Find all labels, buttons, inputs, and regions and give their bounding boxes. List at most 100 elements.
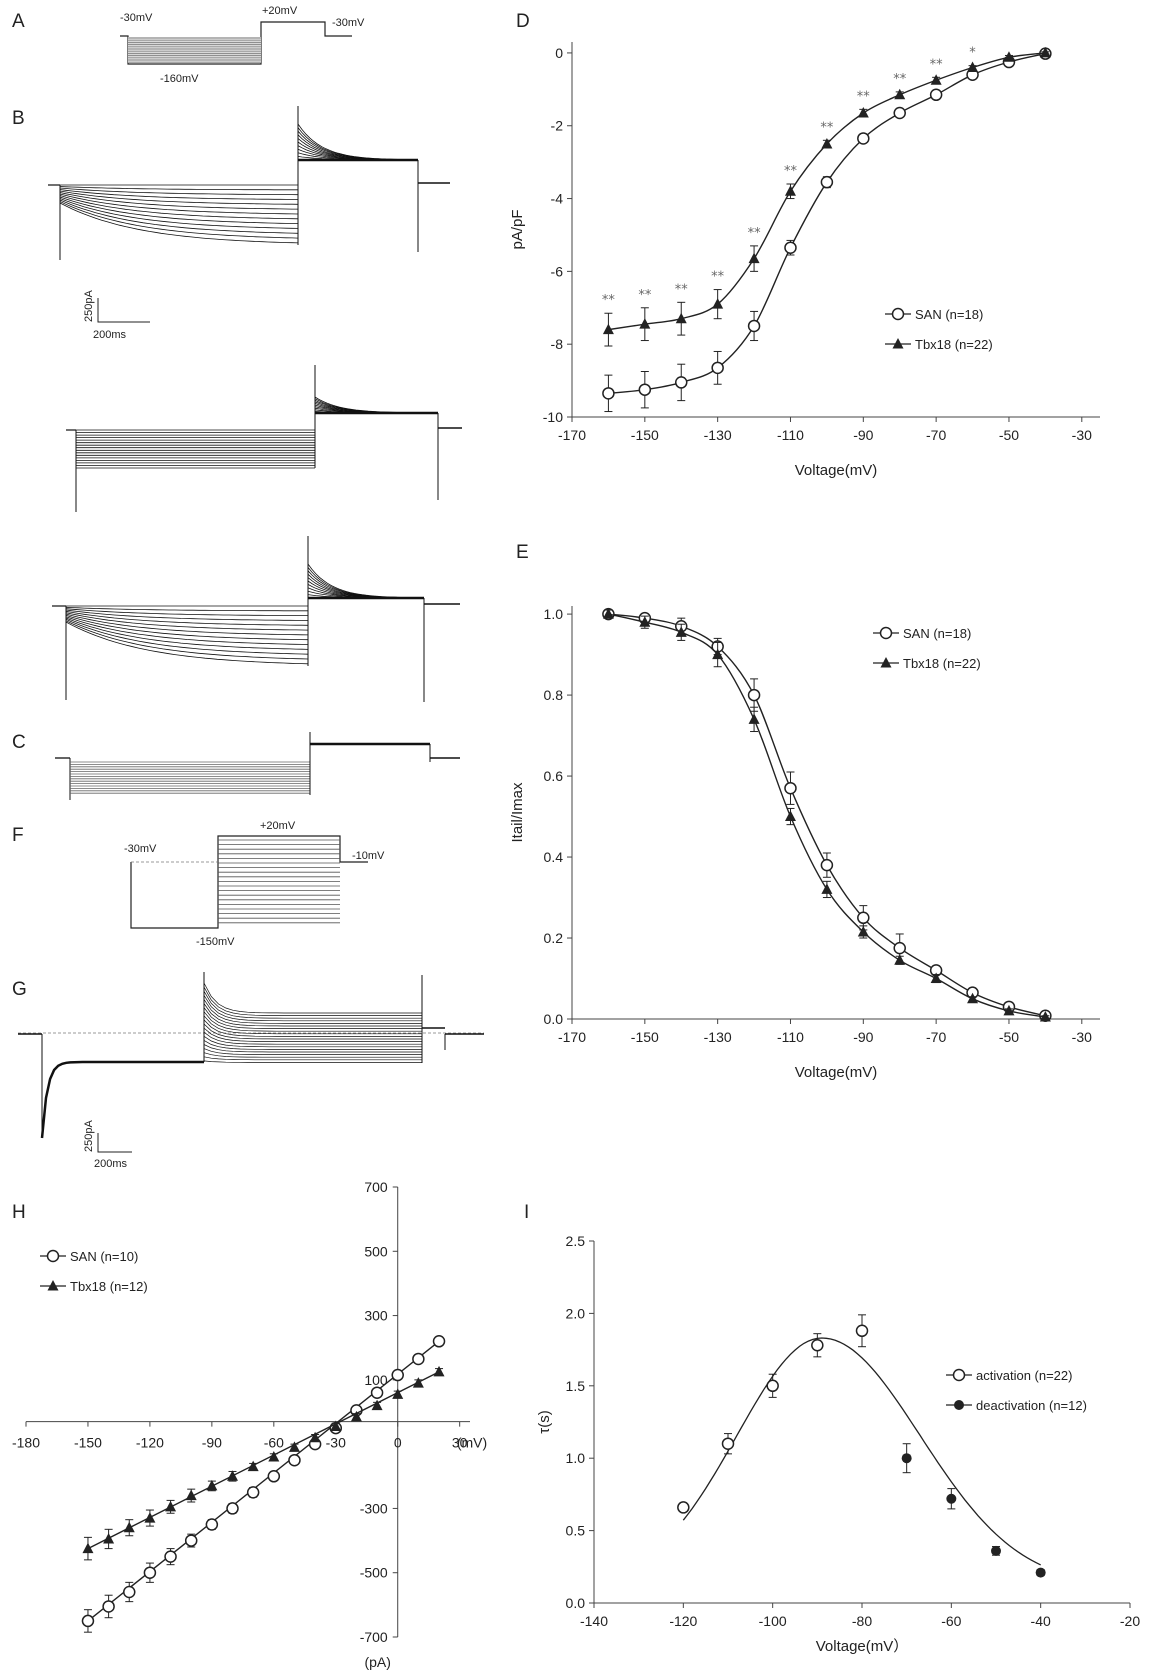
series-line xyxy=(608,613,1046,1018)
data-point xyxy=(712,648,724,660)
protocol-f-step-label: +20mV xyxy=(260,820,296,832)
data-point xyxy=(412,1352,425,1366)
protocol-f-return-label: -10mV xyxy=(352,850,385,862)
data-point xyxy=(123,1585,136,1599)
protocol-a-step-label: -160mV xyxy=(160,73,199,85)
legend-label: deactivation (n=12) xyxy=(976,1398,1087,1413)
data-point xyxy=(309,1431,321,1443)
data-point xyxy=(102,1600,115,1613)
fit-curve xyxy=(682,1337,1041,1566)
panel-label-h: H xyxy=(12,1202,26,1223)
y-tick-label: 300 xyxy=(364,1308,388,1324)
data-point xyxy=(392,1388,404,1399)
y-tick-label: 500 xyxy=(364,1243,388,1259)
legend-marker xyxy=(47,1280,59,1291)
significance-mark: ** xyxy=(748,226,762,241)
x-tick-label: -150 xyxy=(74,1435,102,1451)
data-point xyxy=(857,106,869,118)
y-tick-label: -8 xyxy=(551,336,564,352)
current-traces-b3 xyxy=(52,536,460,702)
x-tick-label: -170 xyxy=(558,427,586,443)
x-tick-label: -60 xyxy=(264,1435,284,1451)
x-tick-label: -130 xyxy=(704,1029,732,1045)
data-point xyxy=(674,376,688,389)
y-tick-label: 100 xyxy=(364,1372,388,1388)
current-traces-c xyxy=(55,732,460,800)
current-traces-b1 xyxy=(48,106,450,260)
y-tick-label: 0.8 xyxy=(544,687,564,703)
legend-marker xyxy=(46,1249,60,1263)
data-point xyxy=(811,1339,824,1352)
significance-mark: ** xyxy=(820,120,834,135)
protocol-a: -30mV -160mV +20mV -30mV xyxy=(120,5,365,85)
x-tick-label: -90 xyxy=(202,1435,222,1451)
data-point xyxy=(784,781,797,795)
data-point xyxy=(712,298,724,309)
y-tick-label: 700 xyxy=(364,1179,388,1195)
data-point xyxy=(184,1534,198,1547)
data-point xyxy=(1003,1004,1015,1016)
y-tick-label: 2.0 xyxy=(566,1305,586,1321)
data-point xyxy=(821,883,833,894)
data-point xyxy=(247,1460,259,1472)
x-tick-label: -70 xyxy=(926,1029,946,1045)
data-point xyxy=(1039,46,1051,58)
y-tick-label: 0 xyxy=(555,45,563,61)
x-tick-label: -70 xyxy=(926,427,946,443)
data-point xyxy=(370,1386,384,1399)
scale-g-current: 250pA xyxy=(83,1120,95,1152)
y-tick-label: 0.5 xyxy=(566,1523,586,1539)
data-point xyxy=(288,1441,300,1452)
protocol-f-hold-label: -30mV xyxy=(124,843,157,855)
y-tick-label: 1.5 xyxy=(566,1378,586,1394)
y-axis-title: Itail/Imax xyxy=(509,782,526,843)
data-point xyxy=(857,925,869,937)
chart-i-tau: -140 -120 -100 -80 -60 -40 -20 0.0 0.5 1.0 1.5 2.0 2… xyxy=(536,1233,1140,1655)
series-line xyxy=(608,613,1046,1017)
data-point xyxy=(103,1532,115,1544)
data-point xyxy=(602,323,614,335)
data-point xyxy=(143,1566,157,1579)
x-tick-label: -90 xyxy=(853,1029,873,1045)
data-point xyxy=(1003,51,1015,62)
data-point xyxy=(675,312,687,324)
x-axis-title: Voltage(mV) xyxy=(795,1064,878,1081)
y-tick-label: -500 xyxy=(360,1565,388,1581)
legend-label: activation (n=22) xyxy=(976,1368,1072,1383)
scale-b-current: 250pA xyxy=(83,290,95,322)
significance-mark: ** xyxy=(784,164,798,179)
data-point xyxy=(81,1614,95,1628)
data-point xyxy=(748,713,760,724)
data-point xyxy=(639,318,651,329)
data-point xyxy=(123,1521,135,1533)
panel-label-a: A xyxy=(12,11,25,32)
x-tick-label: -90 xyxy=(853,427,873,443)
legend-label: SAN (n=18) xyxy=(903,626,971,641)
x-tick-label: -110 xyxy=(777,1029,804,1045)
data-point xyxy=(144,1512,156,1523)
y-axis-title: (pA) xyxy=(364,1654,390,1670)
legend-marker xyxy=(954,1400,964,1410)
current-traces-b2 xyxy=(66,365,462,512)
data-point xyxy=(371,1399,383,1411)
data-point xyxy=(784,241,797,254)
data-point xyxy=(185,1489,197,1501)
x-tick-label: -130 xyxy=(704,427,732,443)
significance-mark: ** xyxy=(711,270,725,285)
y-tick-label: -2 xyxy=(551,118,564,134)
data-point xyxy=(901,1453,912,1464)
x-tick-label: -80 xyxy=(852,1613,872,1629)
x-tick-label: 30 xyxy=(452,1435,468,1451)
x-tick-label: -170 xyxy=(558,1029,586,1045)
significance-mark: ** xyxy=(930,57,944,72)
x-axis-title: Voltage(mV） xyxy=(816,1638,909,1655)
y-tick-label: -6 xyxy=(551,263,564,279)
data-point xyxy=(205,1518,219,1531)
data-point xyxy=(1039,1010,1051,1022)
data-point xyxy=(350,1410,362,1422)
data-point xyxy=(267,1470,281,1483)
y-tick-label: 0.4 xyxy=(544,849,564,865)
x-tick-label: -120 xyxy=(669,1613,697,1629)
data-point xyxy=(893,106,906,120)
